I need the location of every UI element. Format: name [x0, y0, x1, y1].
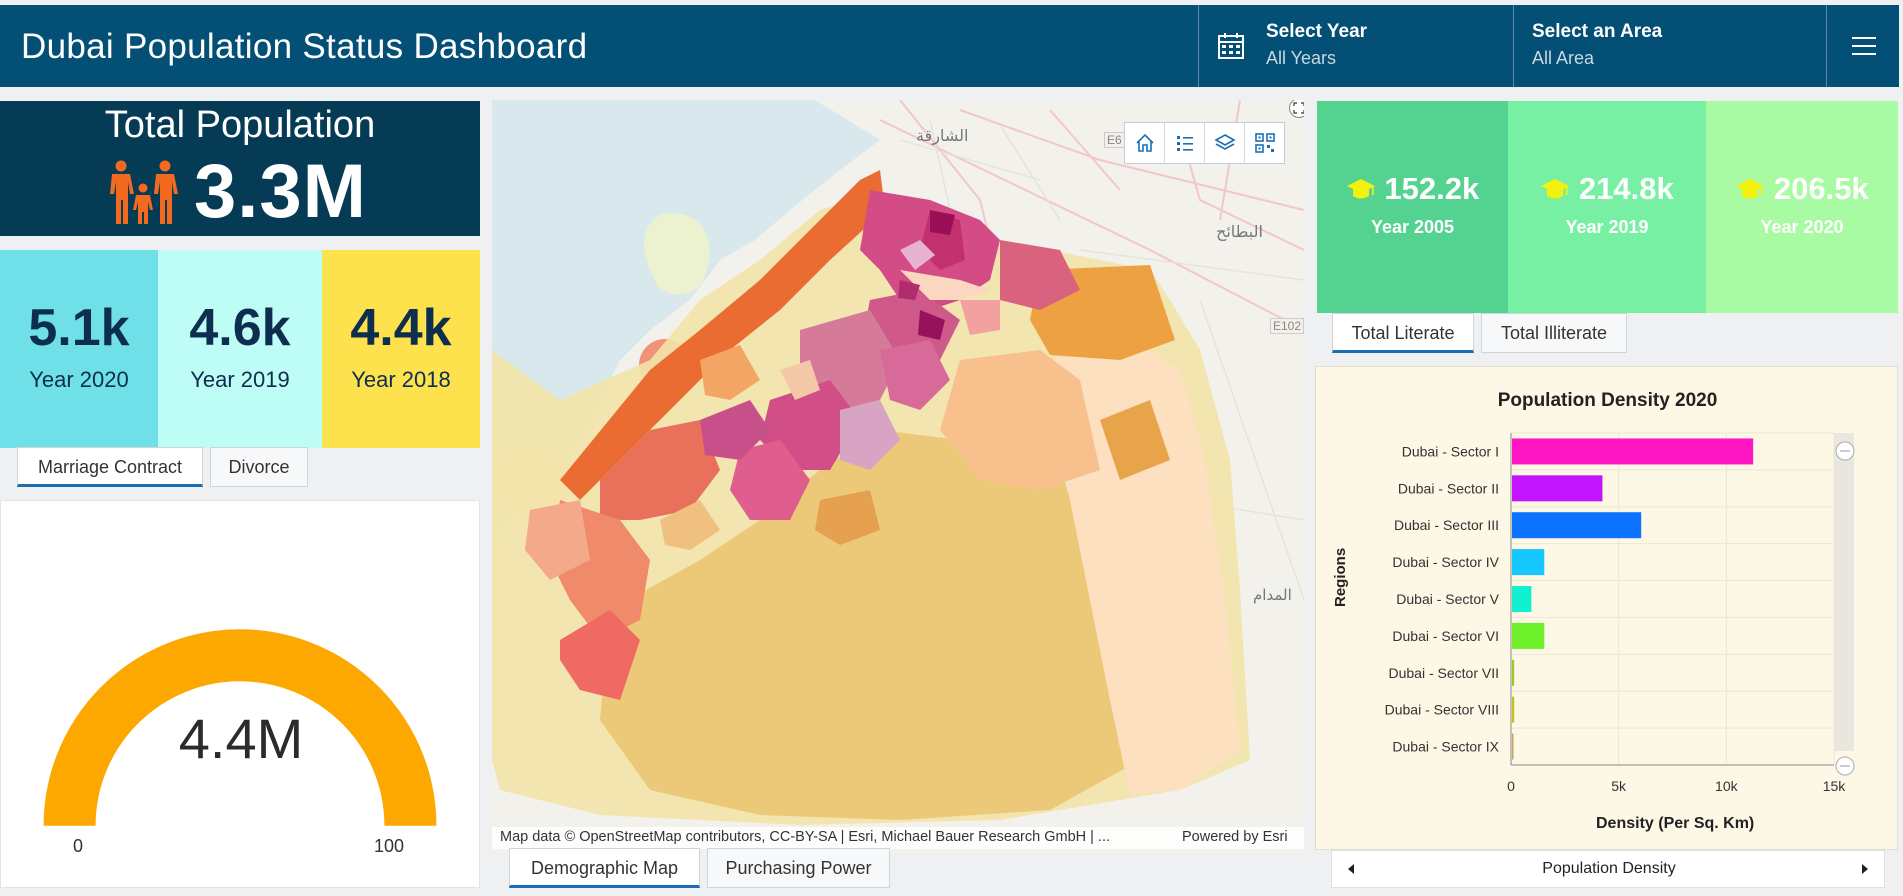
gauge-value: 4.4M	[178, 707, 304, 770]
chart-pager: Population Density	[1331, 850, 1885, 888]
stat-year: Year 2019	[190, 367, 290, 392]
chart-title: Population Density 2020	[1497, 390, 1718, 411]
chart-bar[interactable]	[1512, 586, 1532, 612]
stat-value: 4.4k	[350, 299, 452, 357]
category-label: Dubai - Sector VII	[1389, 665, 1500, 681]
map-label-sharjah: الشارقة	[916, 128, 969, 145]
y-axis-label: Regions	[1332, 547, 1349, 607]
gauge-min-label: 0	[73, 836, 84, 856]
total-population-value: 3.3M	[194, 149, 367, 234]
gauge-chart	[43, 629, 437, 827]
category-label: Dubai - Sector VIII	[1385, 702, 1499, 718]
chart-bar[interactable]	[1512, 659, 1515, 686]
map-attribution: Map data © OpenStreetMap contributors, C…	[492, 827, 1304, 849]
powered-by-esri[interactable]: Powered by Esri	[1182, 829, 1288, 845]
stat-value: 4.6k	[189, 299, 291, 357]
next-arrow-icon[interactable]	[1860, 863, 1870, 875]
literacy-value: 214.8k	[1508, 171, 1706, 207]
map-label-madam: المدام	[1253, 587, 1292, 604]
header-bar: Dubai Population Status Dashboard Select…	[0, 5, 1899, 87]
stat-card-2019: 4.6k Year 2019	[158, 250, 322, 448]
map-label-butaina: البطائح	[1216, 224, 1263, 241]
fullscreen-icon[interactable]	[1288, 100, 1304, 119]
literacy-card-2005: 152.2k Year 2005	[1317, 101, 1508, 313]
app-title: Dubai Population Status Dashboard	[21, 27, 588, 66]
layers-icon[interactable]	[1205, 123, 1245, 163]
tab-marriage-contract[interactable]: Marriage Contract	[17, 447, 203, 487]
stat-value: 5.1k	[28, 299, 130, 357]
literacy-value-text: 152.2k	[1384, 171, 1480, 206]
select-area-label: Select an Area	[1532, 21, 1663, 42]
category-label: Dubai - Sector I	[1402, 443, 1499, 459]
chart-scrollbar[interactable]	[1834, 433, 1854, 751]
literacy-year: Year 2005	[1370, 217, 1455, 237]
literacy-value: 206.5k	[1706, 171, 1898, 207]
literacy-card-2020: 206.5k Year 2020	[1706, 101, 1898, 313]
literacy-value-text: 214.8k	[1578, 171, 1674, 206]
previous-arrow-icon[interactable]	[1346, 863, 1356, 875]
stat-card-2018: 4.4k Year 2018	[322, 250, 480, 448]
chart-bar[interactable]	[1512, 512, 1642, 539]
map-label-road-2: E6	[1104, 132, 1125, 148]
x-tick-label: 5k	[1611, 778, 1627, 794]
x-axis-label: Density (Per Sq. Km)	[1596, 815, 1755, 832]
tab-purchasing-power[interactable]: Purchasing Power	[707, 848, 890, 888]
gauge-arc	[43, 629, 437, 827]
category-label: Dubai - Sector VI	[1392, 628, 1499, 644]
select-area-value: All Area	[1532, 48, 1595, 68]
literacy-card-2019: 214.8k Year 2019	[1508, 101, 1706, 313]
chart-bar[interactable]	[1512, 475, 1603, 502]
x-tick-label: 10k	[1715, 778, 1739, 794]
total-population-title: Total Population	[104, 104, 376, 146]
map-toolbar	[1124, 122, 1285, 164]
literacy-year: Year 2019	[1565, 217, 1649, 237]
tab-total-illiterate[interactable]: Total Illiterate	[1481, 313, 1627, 353]
tab-divorce[interactable]: Divorce	[210, 447, 308, 487]
stat-card-2020: 5.1k Year 2020	[0, 250, 158, 448]
category-label: Dubai - Sector V	[1396, 591, 1499, 607]
density-bar-chart: Dubai - Sector I Dubai - Sector II Dubai -…	[1385, 432, 1855, 794]
select-area-dropdown[interactable]: Select an Area All Area	[1513, 5, 1827, 87]
category-label: Dubai - Sector III	[1394, 517, 1499, 533]
select-year-label: Select Year	[1266, 21, 1368, 42]
home-icon[interactable]	[1125, 123, 1165, 163]
graduation-cap-icon	[1541, 179, 1570, 199]
family-icon	[110, 160, 178, 224]
attribution-text: Map data © OpenStreetMap contributors, C…	[500, 829, 1111, 845]
tab-demographic-map[interactable]: Demographic Map	[509, 848, 700, 888]
calendar-icon	[1218, 33, 1244, 59]
graduation-cap-icon	[1736, 179, 1765, 199]
map-canvas	[492, 100, 1304, 825]
stat-year: Year 2020	[29, 367, 129, 392]
select-year-value: All Years	[1266, 48, 1337, 68]
total-population-card: Total Population 3.3M	[0, 101, 480, 236]
demographic-map[interactable]: الشارقة البطائح E102 E6 المدام	[492, 100, 1304, 852]
category-label: Dubai - Sector IX	[1392, 739, 1499, 755]
chart-bar[interactable]	[1512, 622, 1545, 649]
category-label: Dubai - Sector IV	[1392, 554, 1499, 570]
category-label: Dubai - Sector II	[1398, 480, 1499, 496]
gauge-panel: 4.4M 0 100	[0, 500, 480, 888]
chart-bar[interactable]	[1512, 438, 1754, 465]
x-tick-label: 15k	[1823, 778, 1847, 794]
tab-total-literate[interactable]: Total Literate	[1332, 313, 1474, 353]
pager-label: Population Density	[1542, 860, 1676, 877]
stat-year: Year 2018	[351, 367, 451, 392]
chart-bar[interactable]	[1512, 696, 1515, 723]
select-year-dropdown[interactable]: Select Year All Years	[1198, 5, 1513, 87]
literacy-value: 152.2k	[1317, 171, 1508, 207]
map-label-road: E102	[1270, 318, 1304, 334]
literacy-value-text: 206.5k	[1773, 171, 1869, 206]
chart-bar[interactable]	[1512, 549, 1545, 576]
graduation-cap-icon	[1346, 179, 1375, 199]
density-chart-panel: Population Density 2020 Dubai - Sector I…	[1315, 366, 1898, 850]
hamburger-menu-icon[interactable]	[1826, 5, 1900, 87]
literacy-year: Year 2020	[1760, 217, 1844, 237]
legend-icon[interactable]	[1165, 123, 1205, 163]
chart-bar[interactable]	[1512, 733, 1514, 760]
gauge-max-label: 100	[374, 836, 405, 856]
qr-icon[interactable]	[1245, 123, 1284, 163]
x-tick-label: 0	[1507, 778, 1515, 794]
